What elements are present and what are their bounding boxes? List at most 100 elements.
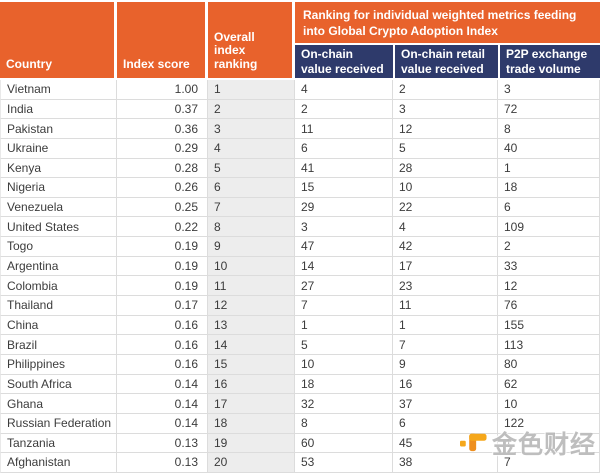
index-score-cell: 1.00	[117, 79, 208, 100]
country-cell: United States	[0, 217, 117, 238]
onchain-value-rank-cell: 7	[295, 296, 393, 316]
index-score-cell: 0.19	[117, 237, 208, 257]
table-row: Thailand 0.17 12 7 11 76	[0, 296, 600, 316]
table-row: United States 0.22 8 3 4 109	[0, 217, 600, 238]
onchain-retail-rank-cell: 1	[393, 315, 498, 336]
column-header-overall-index-ranking: Overall index ranking	[208, 2, 295, 80]
table-row: China 0.16 13 1 1 155	[0, 315, 600, 336]
onchain-value-rank-cell: 4	[295, 79, 393, 100]
country-cell: Afghanistan	[0, 453, 117, 473]
index-score-cell: 0.13	[117, 433, 208, 454]
country-cell: Nigeria	[0, 178, 117, 198]
p2p-rank-cell: 40	[498, 138, 600, 159]
table-row: Afghanistan 0.13 20 53 38 7	[0, 453, 600, 473]
p2p-rank-cell: 80	[498, 354, 600, 375]
onchain-value-rank-cell: 11	[295, 119, 393, 139]
header-row-top: Country Index score Overall index rankin…	[0, 2, 600, 80]
table-row: Russian Federation 0.14 18 8 6 122	[0, 413, 600, 434]
index-score-cell: 0.22	[117, 217, 208, 238]
country-cell: Ghana	[0, 394, 117, 414]
table-row: Tanzania 0.13 19 60 45 4	[0, 433, 600, 454]
overall-rank-cell: 12	[208, 296, 295, 316]
onchain-retail-rank-cell: 12	[393, 119, 498, 139]
overall-rank-cell: 14	[208, 335, 295, 355]
table-row: Ukraine 0.29 4 6 5 40	[0, 138, 600, 159]
index-score-cell: 0.25	[117, 197, 208, 218]
onchain-retail-rank-cell: 17	[393, 256, 498, 277]
index-score-cell: 0.37	[117, 99, 208, 120]
index-score-cell: 0.19	[117, 276, 208, 297]
column-header-index-score: Index score	[117, 2, 208, 80]
overall-rank-cell: 4	[208, 138, 295, 159]
table-row: Philippines 0.16 15 10 9 80	[0, 354, 600, 375]
onchain-retail-rank-cell: 3	[393, 99, 498, 120]
p2p-rank-cell: 62	[498, 374, 600, 395]
p2p-rank-cell: 2	[498, 237, 600, 257]
onchain-value-rank-cell: 10	[295, 354, 393, 375]
country-cell: Togo	[0, 237, 117, 257]
table-row: Kenya 0.28 5 41 28 1	[0, 158, 600, 179]
index-score-cell: 0.19	[117, 256, 208, 277]
overall-rank-cell: 8	[208, 217, 295, 238]
index-score-cell: 0.16	[117, 315, 208, 336]
onchain-value-rank-cell: 27	[295, 276, 393, 297]
country-cell: Ukraine	[0, 138, 117, 159]
table-row: Nigeria 0.26 6 15 10 18	[0, 178, 600, 198]
overall-rank-cell: 17	[208, 394, 295, 414]
country-cell: Vietnam	[0, 79, 117, 100]
column-header-country: Country	[0, 2, 117, 80]
onchain-value-rank-cell: 3	[295, 217, 393, 238]
p2p-rank-cell: 6	[498, 197, 600, 218]
overall-rank-cell: 1	[208, 79, 295, 100]
onchain-retail-rank-cell: 22	[393, 197, 498, 218]
onchain-retail-rank-cell: 4	[393, 217, 498, 238]
onchain-retail-rank-cell: 7	[393, 335, 498, 355]
p2p-rank-cell: 4	[498, 433, 600, 454]
table-row: Pakistan 0.36 3 11 12 8	[0, 119, 600, 139]
country-cell: Thailand	[0, 296, 117, 316]
index-score-cell: 0.28	[117, 158, 208, 179]
p2p-rank-cell: 10	[498, 394, 600, 414]
country-cell: Kenya	[0, 158, 117, 179]
onchain-retail-rank-cell: 16	[393, 374, 498, 395]
p2p-rank-cell: 18	[498, 178, 600, 198]
column-header-onchain-retail-value-received: On-chain retail value received	[393, 45, 498, 80]
index-score-cell: 0.14	[117, 394, 208, 414]
country-cell: Brazil	[0, 335, 117, 355]
p2p-rank-cell: 7	[498, 453, 600, 473]
onchain-value-rank-cell: 53	[295, 453, 393, 473]
table-row: Colombia 0.19 11 27 23 12	[0, 276, 600, 297]
onchain-value-rank-cell: 6	[295, 138, 393, 159]
overall-rank-cell: 2	[208, 99, 295, 120]
onchain-value-rank-cell: 5	[295, 335, 393, 355]
overall-rank-cell: 6	[208, 178, 295, 198]
onchain-retail-rank-cell: 45	[393, 433, 498, 454]
onchain-retail-rank-cell: 6	[393, 413, 498, 434]
onchain-retail-rank-cell: 5	[393, 138, 498, 159]
table-header: Country Index score Overall index rankin…	[0, 2, 600, 80]
country-cell: China	[0, 315, 117, 336]
country-cell: Colombia	[0, 276, 117, 297]
column-header-onchain-value-received: On-chain value received	[295, 45, 393, 80]
onchain-value-rank-cell: 1	[295, 315, 393, 336]
onchain-value-rank-cell: 15	[295, 178, 393, 198]
onchain-retail-rank-cell: 11	[393, 296, 498, 316]
table-row: Venezuela 0.25 7 29 22 6	[0, 197, 600, 218]
index-score-cell: 0.16	[117, 335, 208, 355]
country-cell: Pakistan	[0, 119, 117, 139]
onchain-value-rank-cell: 18	[295, 374, 393, 395]
p2p-rank-cell: 8	[498, 119, 600, 139]
onchain-retail-rank-cell: 9	[393, 354, 498, 375]
overall-rank-cell: 16	[208, 374, 295, 395]
index-score-cell: 0.16	[117, 354, 208, 375]
table-row: Brazil 0.16 14 5 7 113	[0, 335, 600, 355]
p2p-rank-cell: 1	[498, 158, 600, 179]
index-score-cell: 0.14	[117, 374, 208, 395]
p2p-rank-cell: 12	[498, 276, 600, 297]
p2p-rank-cell: 109	[498, 217, 600, 238]
onchain-retail-rank-cell: 42	[393, 237, 498, 257]
index-score-cell: 0.17	[117, 296, 208, 316]
onchain-retail-rank-cell: 38	[393, 453, 498, 473]
